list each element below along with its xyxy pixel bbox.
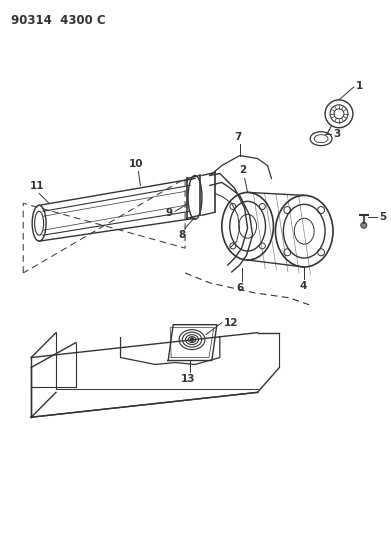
Text: 13: 13 (181, 375, 195, 384)
Text: 3: 3 (333, 128, 340, 139)
Circle shape (361, 222, 367, 228)
Circle shape (190, 337, 194, 342)
Text: 4: 4 (300, 281, 307, 291)
Text: 6: 6 (236, 283, 243, 293)
Text: 90314  4300 C: 90314 4300 C (11, 14, 106, 27)
Text: 5: 5 (379, 212, 386, 222)
Text: 9: 9 (165, 208, 172, 219)
Text: 2: 2 (239, 165, 246, 175)
Text: 10: 10 (129, 158, 143, 168)
Text: 8: 8 (178, 230, 186, 240)
Text: 12: 12 (224, 318, 238, 328)
Text: 7: 7 (234, 132, 241, 142)
Text: 1: 1 (356, 81, 363, 91)
Text: 11: 11 (30, 181, 45, 191)
